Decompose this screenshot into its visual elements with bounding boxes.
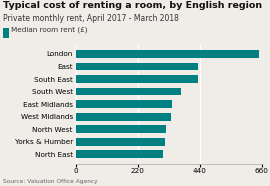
Bar — [76, 150, 163, 158]
Bar — [76, 75, 198, 83]
Text: Source: Valuation Office Agency: Source: Valuation Office Agency — [3, 179, 97, 184]
Bar — [76, 100, 171, 108]
Bar — [76, 113, 171, 121]
Bar — [76, 138, 165, 146]
Text: Private monthly rent, April 2017 - March 2018: Private monthly rent, April 2017 - March… — [3, 14, 178, 23]
Bar — [76, 88, 181, 95]
Bar — [76, 50, 259, 58]
Bar — [76, 125, 166, 133]
Text: Median room rent (£): Median room rent (£) — [11, 26, 87, 33]
Text: Typical cost of renting a room, by English region: Typical cost of renting a room, by Engli… — [3, 1, 262, 10]
Bar — [76, 63, 198, 70]
